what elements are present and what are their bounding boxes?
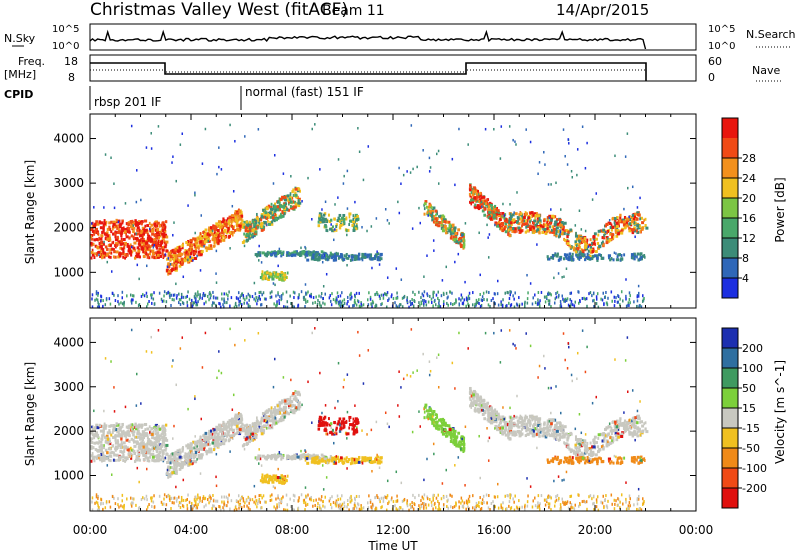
freq-trace <box>90 62 647 81</box>
freq-tick-low: 8 <box>68 71 75 84</box>
cpid-segment-2: normal (fast) 151 IF <box>245 85 364 99</box>
y-tick-label: 1000 <box>53 469 84 483</box>
freq-tick-high: 18 <box>64 55 78 68</box>
y-tick-label: 3000 <box>53 176 84 190</box>
cpid-strip: CPID rbsp 201 IF normal (fast) 151 IF <box>4 85 364 110</box>
colorbar-tick-label: 20 <box>742 192 756 205</box>
colorbar-tick-label: -200 <box>742 482 767 495</box>
nsky-strip: N.Sky 10^5 10^0 10^5 10^0 N.Search <box>4 23 796 52</box>
velocity-panel: 1000 2000 3000 4000 Slant Range [km] <box>23 317 697 512</box>
power-colorbar-label: Power [dB] <box>773 177 787 242</box>
nsky-label: N.Sky <box>4 32 36 45</box>
x-tick-label: 08:00 <box>275 523 310 537</box>
power-data-layer <box>90 123 649 309</box>
power-panel: 1000 2000 3000 4000 Slant Range [km] <box>23 113 697 309</box>
velocity-data-layer <box>90 327 649 512</box>
colorbar-tick-label: 16 <box>742 212 756 225</box>
velocity-y-axis-label: Slant Range [km] <box>23 362 37 466</box>
y-tick-label: 2000 <box>53 424 84 438</box>
station-title: Christmas Valley West (fitACF) <box>90 0 348 20</box>
freq-unit-label: [MHz] <box>4 68 36 81</box>
colorbar-tick-label: 15 <box>742 402 756 415</box>
x-axis-label: Time UT <box>367 539 418 553</box>
nave-label: Nave <box>752 64 780 77</box>
colorbar-tick-label: 8 <box>742 252 749 265</box>
nsky-tick-low: 10^0 <box>52 41 79 52</box>
colorbar-tick-label: -50 <box>742 442 760 455</box>
colorbar-tick-label: 12 <box>742 232 756 245</box>
nsearch-label: N.Search <box>746 28 796 41</box>
date-label: 14/Apr/2015 <box>556 1 649 19</box>
x-tick-label: 00:00 <box>679 523 714 537</box>
nave-tick-low: 0 <box>708 71 715 84</box>
time-axis: 00:00 04:00 08:00 12:00 16:00 20:00 00:00 <box>73 523 714 537</box>
cpid-segment-1: rbsp 201 IF <box>94 95 161 109</box>
nsky-tick-high: 10^5 <box>52 24 79 35</box>
x-tick-label: 16:00 <box>477 523 512 537</box>
nsky-tick-low-right: 10^0 <box>708 41 735 52</box>
freq-strip: Freq. [MHz] 18 8 60 0 Nave <box>4 54 782 84</box>
colorbar-tick-label: 28 <box>742 152 756 165</box>
beam-label: Beam 11 <box>322 3 385 19</box>
y-tick-label: 3000 <box>53 380 84 394</box>
x-tick-label: 00:00 <box>73 523 108 537</box>
power-colorbar: 4 8 12 16 20 24 28 <box>721 117 756 299</box>
power-axes: 1000 2000 3000 4000 <box>53 114 697 308</box>
y-tick-label: 2000 <box>53 221 84 235</box>
y-tick-label: 4000 <box>53 132 84 146</box>
velocity-colorbar: 200 100 50 15 -15 -50 -100 -200 <box>721 327 767 509</box>
colorbar-tick-label: -15 <box>742 422 760 435</box>
nsky-tick-high-right: 10^5 <box>708 24 735 35</box>
colorbar-tick-label: -100 <box>742 462 767 475</box>
cpid-label: CPID <box>4 88 33 101</box>
colorbar-tick-label: 200 <box>742 342 763 355</box>
nave-tick-high: 60 <box>708 55 722 68</box>
y-tick-label: 1000 <box>53 265 84 279</box>
nave-trace <box>90 69 646 73</box>
x-tick-label: 04:00 <box>174 523 209 537</box>
colorbar-tick-label: 100 <box>742 362 763 375</box>
colorbar-tick-label: 50 <box>742 382 756 395</box>
nsky-trace <box>89 29 647 50</box>
power-y-axis-label: Slant Range [km] <box>23 160 37 264</box>
colorbar-tick-label: 24 <box>742 172 756 185</box>
freq-label: Freq. <box>18 55 45 68</box>
x-tick-label: 12:00 <box>376 523 411 537</box>
x-tick-label: 20:00 <box>578 523 613 537</box>
velocity-axes: 1000 2000 3000 4000 <box>53 318 697 511</box>
colorbar-tick-label: 4 <box>742 272 749 285</box>
velocity-colorbar-label: Velocity [m s^-1] <box>773 360 787 464</box>
y-tick-label: 4000 <box>53 335 84 349</box>
